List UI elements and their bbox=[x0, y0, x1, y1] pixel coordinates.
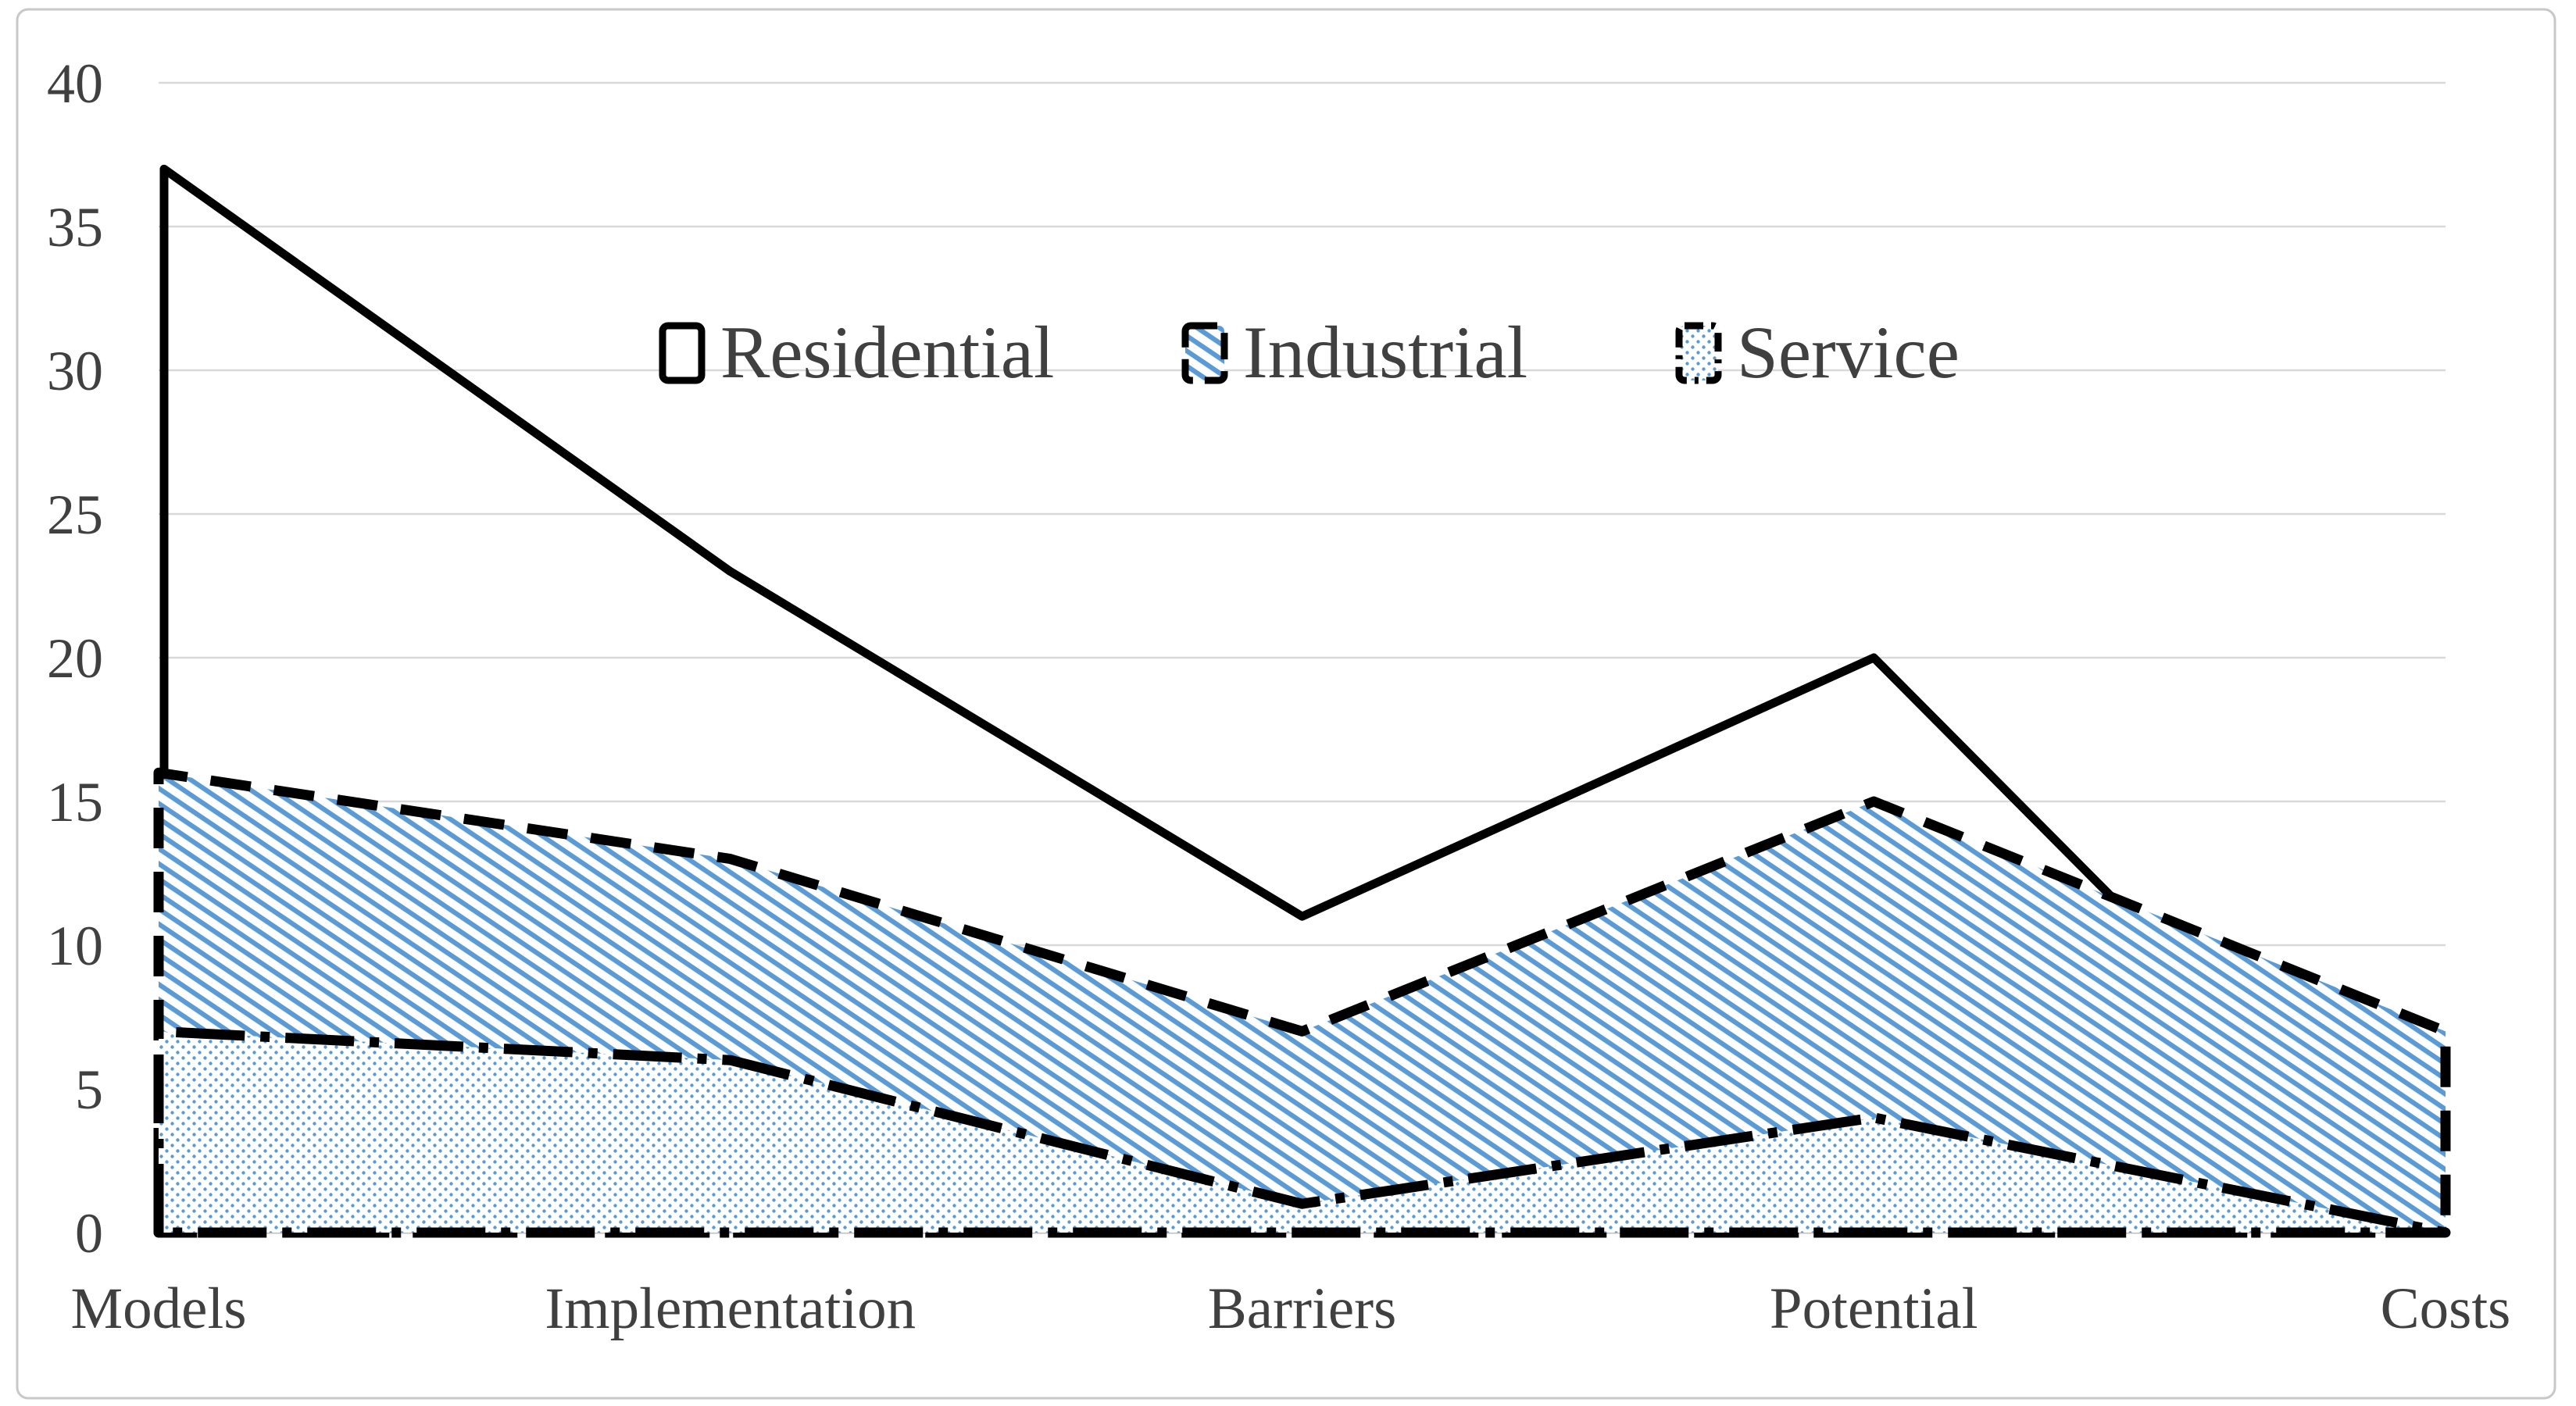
x-axis-label: Models bbox=[71, 1276, 247, 1341]
x-axis-label: Potential bbox=[1770, 1276, 1978, 1341]
y-tick-label: 15 bbox=[47, 771, 103, 833]
x-axis-label: Implementation bbox=[545, 1276, 916, 1341]
legend-item-industrial: Industrial bbox=[1181, 311, 1527, 394]
chart-outer-border bbox=[16, 8, 2556, 1400]
y-tick-label: 5 bbox=[75, 1058, 103, 1121]
y-tick-label: 25 bbox=[47, 484, 103, 546]
legend-item-service: Service bbox=[1675, 311, 1960, 394]
y-tick-label: 0 bbox=[75, 1202, 103, 1265]
legend-label: Residential bbox=[720, 311, 1054, 394]
legend-label: Service bbox=[1737, 311, 1960, 394]
y-tick-label: 10 bbox=[47, 915, 103, 977]
legend-label: Industrial bbox=[1243, 311, 1527, 394]
x-axis-label: Costs bbox=[2381, 1276, 2511, 1341]
legend-marker-service bbox=[1675, 322, 1722, 384]
y-tick-label: 30 bbox=[47, 340, 103, 402]
y-tick-label: 20 bbox=[47, 627, 103, 690]
series-group bbox=[153, 164, 2451, 1238]
y-tick-label: 35 bbox=[47, 196, 103, 259]
legend-item-residential: Residential bbox=[659, 311, 1054, 394]
legend-marker-industrial bbox=[1181, 322, 1228, 384]
y-tick-label: 40 bbox=[47, 52, 103, 115]
x-axis-label: Barriers bbox=[1208, 1276, 1397, 1341]
series-residential-line bbox=[159, 164, 2449, 1236]
axis-labels-group: 0 5 10 15 20 25 30 35 40 Models Implementation Barr… bbox=[47, 52, 2510, 1341]
legend-marker-residential bbox=[659, 322, 706, 384]
legend-group: Residential Industrial Service bbox=[659, 311, 1960, 394]
series-service-area bbox=[153, 1026, 2451, 1238]
